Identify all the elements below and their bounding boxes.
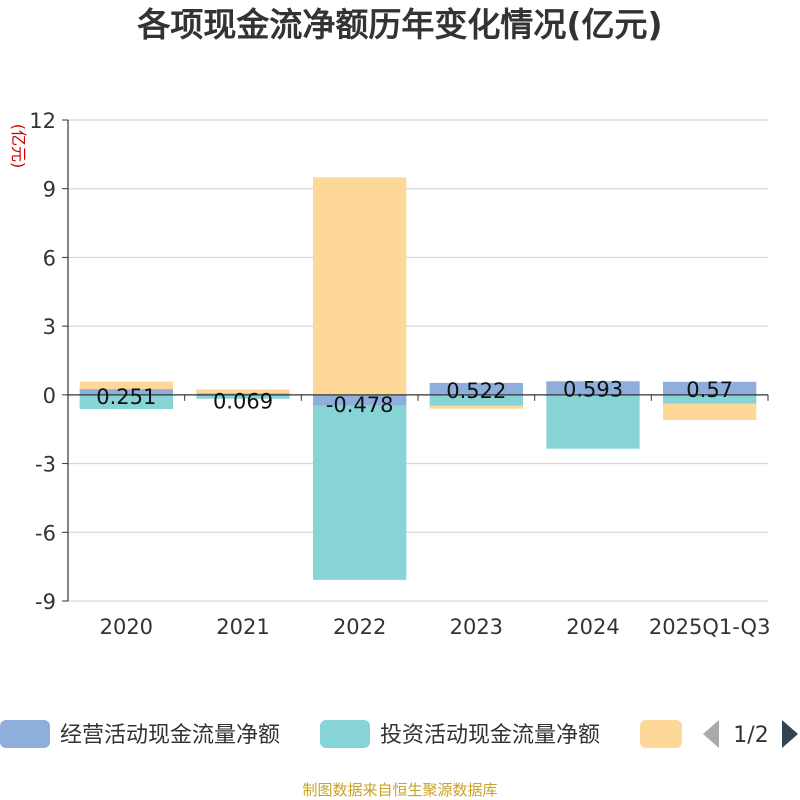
legend-swatch-3[interactable]: [640, 720, 682, 748]
gridlines: [68, 119, 768, 602]
legend-page-indicator: 1/2: [733, 723, 768, 748]
legend-next-page-icon[interactable]: [782, 720, 798, 748]
bar-2025Q1-Q3-series-2: [663, 394, 757, 404]
y-tick-label: 12: [29, 109, 56, 133]
x-tick-label: 2022: [333, 615, 386, 639]
chart-title: 各项现金流净额历年变化情况(亿元): [136, 5, 662, 44]
bar-2023-series-3: [429, 405, 523, 409]
bar-2021-series-3: [196, 389, 290, 394]
bar-2022-series-3: [313, 177, 407, 395]
bar-2023-series-2: [429, 394, 523, 406]
bars: [79, 177, 757, 580]
x-tick-label: 2023: [450, 615, 503, 639]
bar-2025Q1-Q3-series-3: [663, 403, 757, 421]
data-label: 0.593: [563, 377, 623, 401]
x-tick-label: 2024: [566, 615, 619, 639]
y-tick-label: 0: [43, 384, 56, 408]
bar-2022-series-2: [313, 405, 407, 580]
legend-swatch-1[interactable]: [0, 720, 50, 748]
bar-2025Q1-Q3-series-1: [663, 381, 757, 395]
x-tick-label: 2020: [100, 615, 153, 639]
legend-prev-page-icon[interactable]: [703, 720, 719, 748]
y-tick-label: -6: [35, 521, 56, 545]
x-tick-label: 2025Q1-Q3: [649, 615, 771, 639]
legend-label-1[interactable]: 经营活动现金流量净额: [60, 723, 280, 748]
bar-2020-series-3: [79, 381, 173, 390]
bar-2023-series-1: [429, 382, 523, 395]
data-label: -0.478: [326, 393, 394, 417]
y-axis-label: (亿元): [9, 124, 28, 169]
bar-2022-series-1: [313, 394, 407, 406]
y-tick-label: 6: [43, 246, 56, 270]
bar-2024-series-2: [546, 394, 640, 449]
x-tick-label: 2021: [216, 615, 269, 639]
data-label: 0.522: [446, 379, 506, 403]
data-label: 0.251: [96, 385, 156, 409]
source-note: 制图数据来自恒生聚源数据库: [302, 781, 497, 799]
axes: 12 9 6 3 0 -3 -6 -9 2020 2021 2022 2023 2024 2025Q1-Q…: [29, 109, 770, 639]
data-label: 0.57: [686, 378, 733, 402]
bar-2024-series-1: [546, 381, 640, 395]
bar-2020-series-1: [79, 389, 173, 395]
bar-2021-series-1: [196, 393, 290, 395]
legend-label-2[interactable]: 投资活动现金流量净额: [380, 723, 600, 748]
bar-2020-series-2: [79, 394, 173, 410]
y-tick-label: -3: [35, 453, 56, 477]
data-label: 0.069: [213, 389, 273, 413]
legend[interactable]: 经营活动现金流量净额 投资活动现金流量净额 1/2: [0, 720, 798, 748]
bar-2021-series-2: [196, 394, 290, 399]
y-tick-label: 9: [43, 178, 56, 202]
y-tick-label: -9: [35, 590, 56, 614]
y-tick-label: 3: [43, 315, 56, 339]
data-labels: 0.251 0.069 -0.478 0.522 0.593 0.57: [96, 377, 733, 417]
legend-swatch-2[interactable]: [320, 720, 370, 748]
